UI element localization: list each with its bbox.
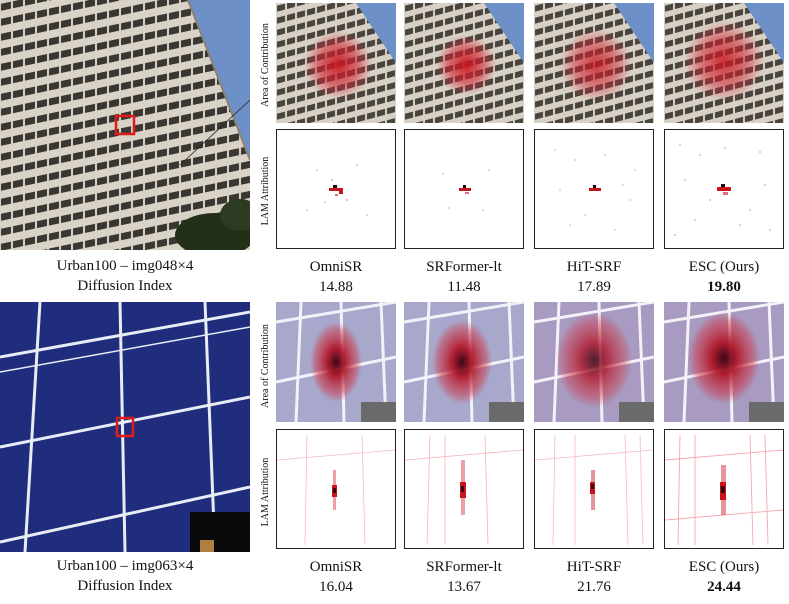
diffusion-index-esc: 24.44 — [707, 579, 741, 595]
contribution-map-hit-srf — [534, 302, 654, 422]
contribution-map-omnisr — [276, 302, 396, 422]
contribution-map-omnisr — [276, 3, 396, 123]
method-name-hit-srf: HiT-SRF — [566, 259, 622, 275]
lam-attribution-omnisr — [276, 129, 396, 249]
diffusion-index-omnisr: 16.04 — [319, 579, 353, 595]
diffusion-index-hit-srf: 21.76 — [577, 579, 611, 595]
diffusion-index-hit-srf: 17.89 — [577, 279, 611, 295]
method-name-srformer-lt: SRFormer-lt — [426, 559, 502, 575]
input-image-urban100-img063 — [0, 302, 250, 552]
method-name-hit-srf: HiT-SRF — [566, 559, 622, 575]
method-name-esc: ESC (Ours) — [688, 559, 760, 575]
lam-attribution-hit-srf — [534, 129, 654, 249]
lam-attribution-omnisr — [276, 429, 396, 549]
diffusion-index-esc: 19.80 — [707, 279, 741, 295]
row-label-lam-attribution: LAM Attribution — [260, 156, 271, 226]
lam-attribution-srformer-lt — [404, 129, 524, 249]
contribution-map-esc — [664, 3, 784, 123]
diffusion-index-srformer-lt: 11.48 — [447, 279, 481, 295]
method-name-omnisr: OmniSR — [309, 259, 363, 275]
method-name-esc: ESC (Ours) — [688, 259, 760, 275]
caption-dataset-img063: Urban100 – img063×4 — [56, 558, 194, 574]
method-name-srformer-lt: SRFormer-lt — [426, 259, 502, 275]
contribution-map-srformer-lt — [404, 3, 524, 123]
row-label-area-of-contribution: Area of Contribution — [260, 23, 271, 107]
highlight-box — [114, 114, 136, 136]
diffusion-index-srformer-lt: 13.67 — [447, 579, 481, 595]
highlight-box — [115, 416, 135, 438]
lam-attribution-esc — [664, 129, 784, 249]
method-name-omnisr: OmniSR — [309, 559, 363, 575]
caption-metric-row2: Diffusion Index — [77, 578, 173, 594]
row-label-area-of-contribution: Area of Contribution — [260, 324, 271, 408]
contribution-map-srformer-lt — [404, 302, 524, 422]
lam-attribution-esc — [664, 429, 784, 549]
diffusion-index-omnisr: 14.88 — [319, 279, 353, 295]
contribution-map-hit-srf — [534, 3, 654, 123]
input-image-urban100-img048 — [0, 0, 250, 250]
row-label-lam-attribution: LAM Attribution — [260, 457, 271, 527]
lam-attribution-srformer-lt — [404, 429, 524, 549]
lam-attribution-hit-srf — [534, 429, 654, 549]
contribution-map-esc — [664, 302, 784, 422]
caption-dataset-img048: Urban100 – img048×4 — [56, 258, 194, 274]
caption-metric-row1: Diffusion Index — [77, 278, 173, 294]
